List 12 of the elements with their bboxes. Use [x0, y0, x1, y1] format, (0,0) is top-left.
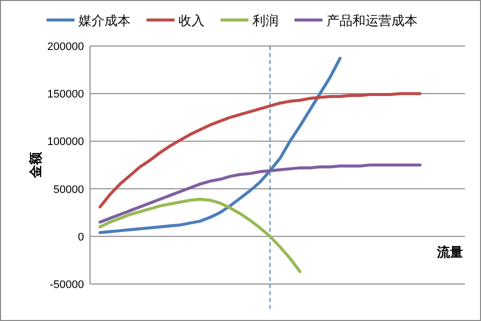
y-tick-label: 50000: [53, 184, 84, 196]
y-tick-label: 0: [78, 231, 84, 244]
x-axis-title: 流量: [436, 244, 463, 260]
y-tick-label: 150000: [47, 88, 84, 101]
y-tick-label: -50000: [50, 279, 84, 291]
legend-label: 利润: [252, 13, 278, 28]
legend-label: 产品和运营成本: [326, 13, 418, 28]
y-tick-label: 100000: [47, 136, 84, 148]
y-axis-title: 金额: [28, 151, 43, 179]
legend-label: 媒介成本: [78, 13, 130, 28]
legend-label: 收入: [178, 13, 204, 28]
y-tick-label: 200000: [47, 41, 84, 53]
